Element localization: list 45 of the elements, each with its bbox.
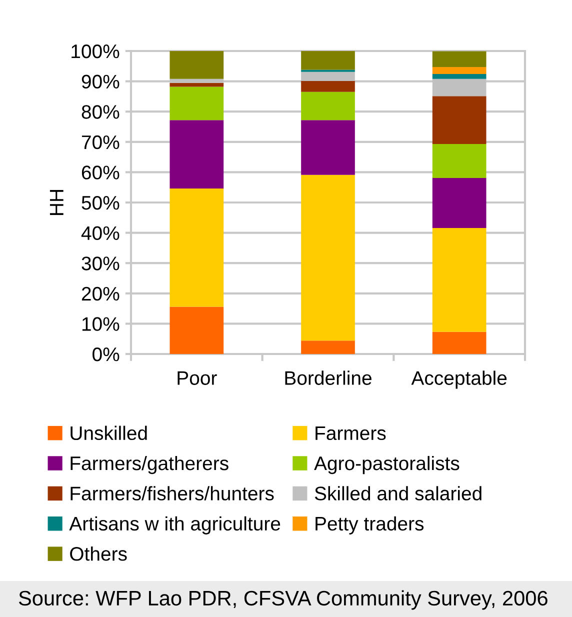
y-tick-label: 100% bbox=[72, 44, 120, 58]
legend-label: Petty traders bbox=[316, 516, 424, 534]
bar bbox=[432, 51, 486, 68]
y-tick-label: 40% bbox=[81, 226, 120, 240]
bar bbox=[432, 96, 486, 144]
legend-label: Farmers bbox=[316, 426, 386, 440]
x-tick-label: Poor bbox=[178, 371, 217, 385]
legend-label: Artisans w ith agriculture bbox=[69, 516, 280, 534]
bar bbox=[301, 92, 355, 120]
bar bbox=[170, 306, 224, 354]
bar bbox=[170, 82, 224, 87]
legend-label: Others bbox=[70, 546, 127, 561]
bar bbox=[170, 120, 224, 189]
y-tick-label: 60% bbox=[82, 166, 120, 180]
y-tick-label: 80% bbox=[82, 105, 120, 119]
bar bbox=[301, 174, 355, 341]
legend-label: Farmers/gatherers bbox=[70, 456, 228, 474]
bar bbox=[432, 67, 486, 74]
legend-label: Agro-pastoralists bbox=[314, 456, 460, 474]
bar bbox=[432, 228, 486, 332]
bar bbox=[301, 340, 355, 354]
x-tick-label: Borderline bbox=[285, 370, 372, 385]
legend-label: Farmers/fishers/hunters bbox=[70, 486, 274, 500]
bar bbox=[301, 80, 355, 92]
bar bbox=[170, 51, 224, 79]
y-tick-label: 30% bbox=[82, 256, 120, 270]
y-tick-label: 50% bbox=[82, 196, 120, 210]
bar bbox=[432, 332, 486, 354]
y-tick-label: 10% bbox=[82, 317, 120, 331]
y-tick-label: 20% bbox=[82, 286, 120, 301]
y-axis-title: HH bbox=[50, 190, 64, 215]
x-tick-label: Acceptable bbox=[411, 370, 507, 389]
bar bbox=[301, 51, 355, 70]
source-note: Source: WFP Lao PDR, CFSVA Community Survey, 2006 bbox=[18, 590, 548, 610]
bar bbox=[170, 86, 224, 120]
bar bbox=[432, 144, 486, 178]
bar bbox=[170, 188, 224, 307]
y-tick-label: 90% bbox=[82, 74, 120, 89]
legend-label: Unskilled bbox=[70, 426, 147, 440]
y-tick-label: 70% bbox=[82, 135, 120, 150]
bar bbox=[432, 178, 486, 228]
bar bbox=[432, 74, 486, 79]
legend-label: Skilled and salaried bbox=[314, 486, 482, 500]
y-tick-label: 0% bbox=[92, 347, 120, 362]
bar bbox=[301, 120, 355, 175]
